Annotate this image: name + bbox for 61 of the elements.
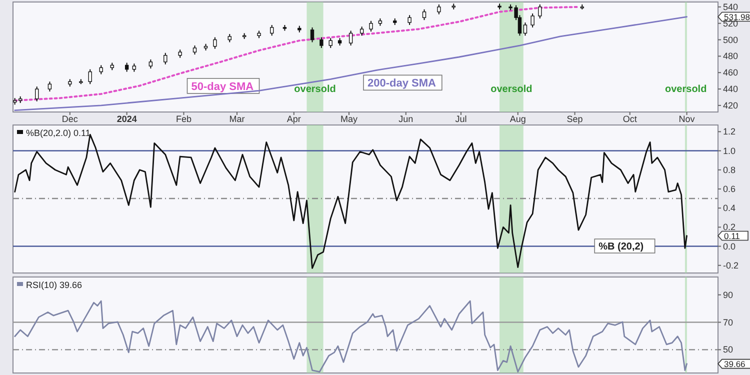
x-tick-label: Apr bbox=[286, 114, 301, 124]
band-label: oversold bbox=[490, 84, 532, 95]
x-tick-label: Feb bbox=[176, 114, 192, 124]
y-tick-label: 1.0 bbox=[723, 146, 736, 156]
candlestick bbox=[192, 45, 197, 56]
candlestick bbox=[348, 30, 353, 46]
x-tick-label: Mar bbox=[229, 114, 245, 124]
y-tick-label: 0.6 bbox=[723, 184, 736, 194]
x-tick-label: May bbox=[340, 114, 358, 124]
y-tick-label: 500 bbox=[723, 34, 738, 45]
legend-label: RSI(10) 39.66 bbox=[26, 280, 82, 290]
series-label: 200-day SMA bbox=[368, 78, 436, 90]
y-tick-label: 420 bbox=[723, 100, 738, 110]
candlestick bbox=[328, 38, 332, 48]
x-tick-label: Oct bbox=[622, 114, 638, 124]
y-tick-label: 90 bbox=[723, 290, 734, 300]
y-tick-label: 50 bbox=[723, 344, 734, 355]
band-label: oversold bbox=[665, 84, 707, 95]
candlestick bbox=[530, 12, 534, 28]
candlestick bbox=[48, 81, 52, 92]
x-tick-label: Nov bbox=[678, 114, 696, 124]
candlestick bbox=[422, 8, 426, 21]
candlestick bbox=[523, 22, 528, 36]
candlestick bbox=[369, 20, 373, 32]
band-label: oversold bbox=[294, 84, 336, 95]
candlestick bbox=[35, 86, 39, 102]
x-tick-label: Sep bbox=[566, 114, 583, 124]
y-tick-label: 540 bbox=[723, 2, 738, 12]
y-tick-label: 440 bbox=[723, 84, 738, 94]
text: 39.66 bbox=[724, 358, 746, 369]
text: 0.11 bbox=[724, 230, 740, 241]
y-tick-label: 0.8 bbox=[723, 164, 736, 175]
candlestick bbox=[124, 62, 129, 72]
candlestick bbox=[164, 52, 168, 65]
y-tick-label: 460 bbox=[723, 68, 738, 78]
line-series bbox=[14, 300, 688, 372]
series-label: 50-day SMA bbox=[191, 80, 254, 93]
candlestick bbox=[270, 24, 274, 36]
y-tick-label: 0.2 bbox=[723, 222, 736, 232]
candlestick bbox=[408, 14, 412, 26]
candlestick bbox=[360, 26, 364, 36]
x-tick-label: Aug bbox=[510, 114, 526, 124]
candlestick bbox=[99, 64, 103, 75]
candlestick bbox=[213, 36, 217, 50]
x-tick-label: Jun bbox=[398, 114, 414, 124]
candlestick bbox=[310, 26, 314, 43]
y-tick-label: 0.4 bbox=[723, 203, 736, 214]
legend-label: %B(20,2.0) 0.11 bbox=[26, 128, 90, 138]
candlestick bbox=[320, 36, 324, 48]
y-tick-label: -0.2 bbox=[723, 260, 739, 270]
x-tick-label: Dec bbox=[62, 114, 78, 124]
y-tick-label: 70 bbox=[723, 317, 734, 328]
annotation: %B (20,2) bbox=[598, 242, 644, 252]
line-series bbox=[14, 6, 580, 102]
y-tick-label: 0.0 bbox=[723, 241, 736, 252]
candlestick bbox=[88, 68, 92, 85]
x-tick-label: Jul bbox=[455, 114, 467, 124]
x-tick-label: 2024 bbox=[116, 114, 137, 124]
y-tick-label: 480 bbox=[723, 51, 738, 62]
candlestick bbox=[148, 58, 153, 69]
y-tick-label: 1.2 bbox=[723, 126, 736, 137]
